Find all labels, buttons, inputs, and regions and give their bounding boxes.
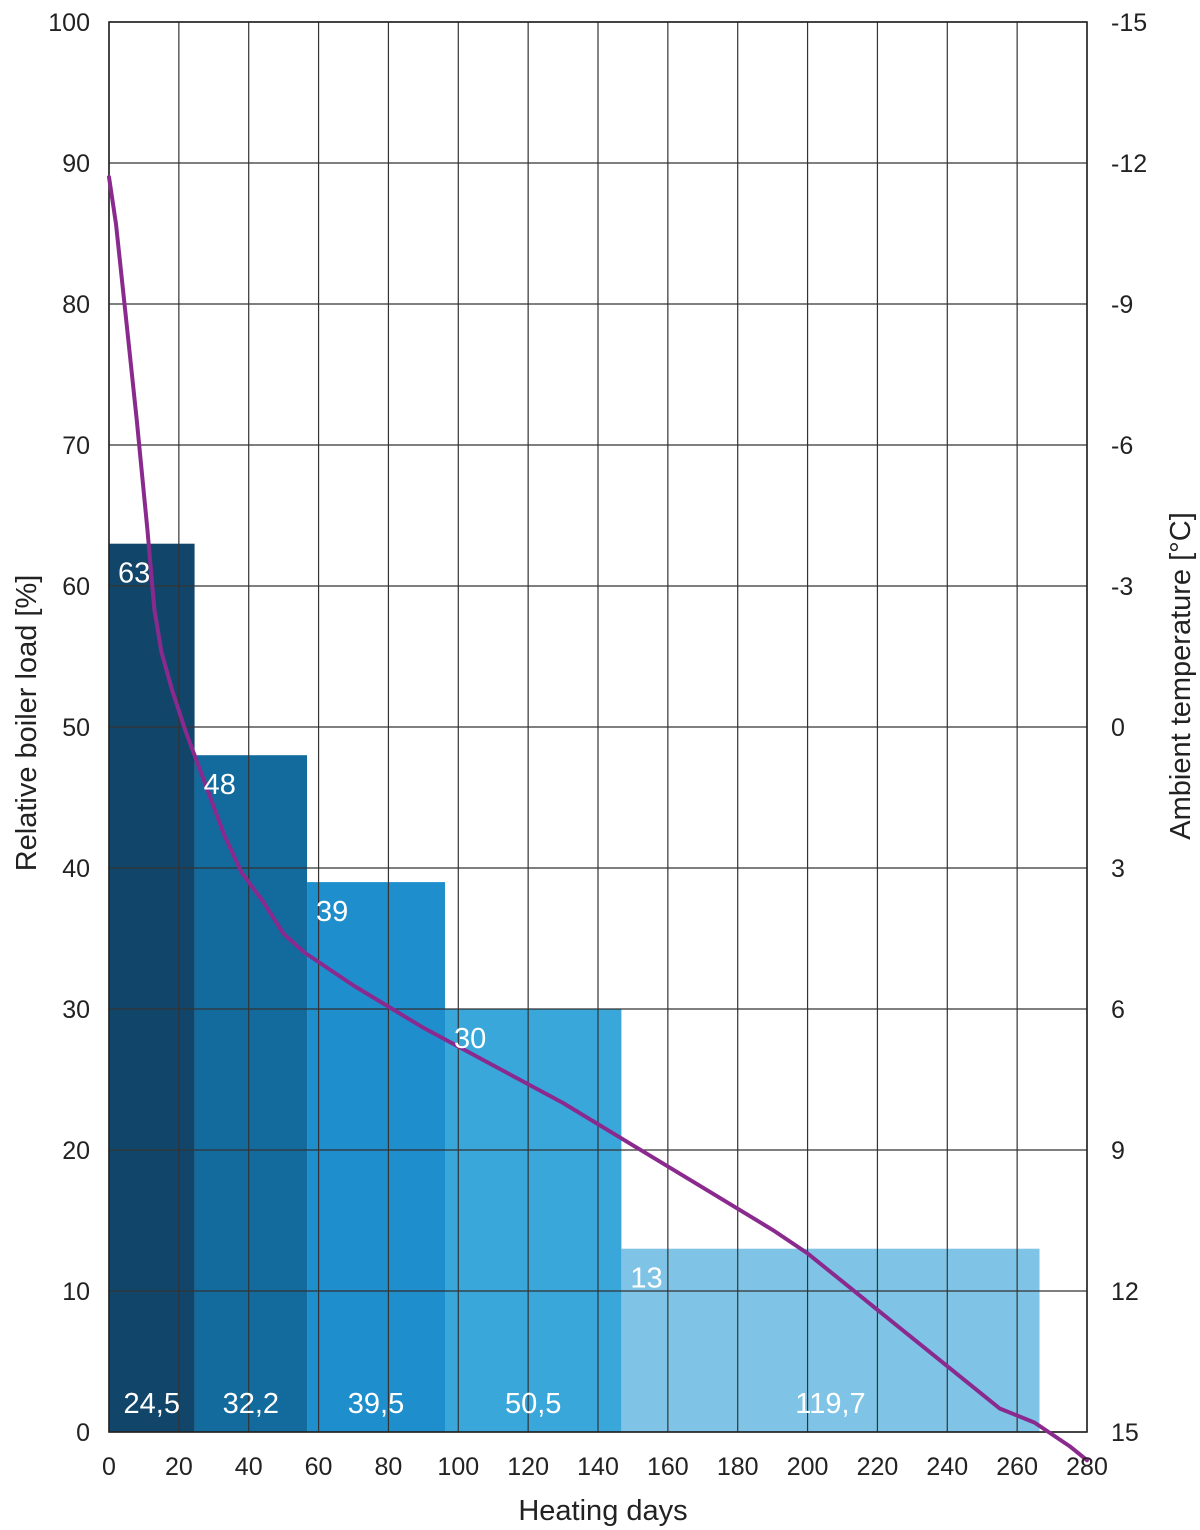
bar-2 [307,882,446,1432]
y2-tick-label: 12 [1111,1278,1139,1306]
x-tick-label: 240 [926,1453,968,1481]
y2-tick-label: -3 [1111,573,1133,601]
x-tick-label: 140 [577,1453,619,1481]
line-layer [107,175,1089,1463]
ticks-layer: 0 20 40 60 80 100 120 140 160 180 200 220 240 260 2800… [48,9,1147,1481]
y2-tick-label: -6 [1111,432,1133,460]
temperature-line [107,175,1089,1463]
x-tick-label: 20 [165,1453,193,1481]
x-tick-label: 160 [647,1453,689,1481]
x-tick-label: 100 [437,1453,479,1481]
x-tick-label: 180 [717,1453,759,1481]
y-axis-title: Relative boiler load [%] [11,575,43,872]
bar-value-label: 30 [454,1023,486,1055]
plot-frame [108,21,1088,1433]
y-tick-label: 0 [76,1419,90,1447]
y2-tick-label: -12 [1111,150,1147,178]
bar-3 [445,1009,622,1432]
x-tick-label: 60 [305,1453,333,1481]
y-tick-label: 30 [62,996,90,1024]
y-tick-label: 90 [62,150,90,178]
y-tick-label: 60 [62,573,90,601]
x-tick-label: 200 [787,1453,829,1481]
y2-tick-label: -15 [1111,9,1147,37]
y-tick-label: 70 [62,432,90,460]
bar-width-label: 24,5 [124,1388,180,1420]
bar-4 [621,1248,1040,1432]
bar-width-label: 50,5 [505,1388,561,1420]
y2-tick-label: 15 [1111,1419,1139,1447]
x-tick-label: 40 [235,1453,263,1481]
x-tick-label: 0 [102,1453,116,1481]
bar-value-label: 39 [316,896,348,928]
bar-value-label: 13 [630,1263,662,1295]
y-tick-label: 100 [48,9,90,37]
y2-tick-label: 3 [1111,855,1125,883]
x-tick-label: 260 [996,1453,1038,1481]
bar-0 [109,543,195,1432]
y-tick-label: 10 [62,1278,90,1306]
bar-width-label: 32,2 [223,1388,279,1420]
y-tick-label: 80 [62,291,90,319]
x-tick-label: 120 [507,1453,549,1481]
bar-width-label: 39,5 [348,1388,404,1420]
x-tick-label: 80 [375,1453,403,1481]
x-tick-label: 280 [1066,1453,1108,1481]
y-tick-label: 50 [62,714,90,742]
labels-layer: 63 24,5 48 32,2 39 39,5 30 50,5 13 119,7 [118,558,866,1420]
bar-value-label: 48 [204,769,236,801]
y2-tick-label: -9 [1111,291,1133,319]
bar-width-label: 119,7 [795,1388,865,1420]
grid-layer [108,21,1088,1433]
x-axis-title: Heating days [518,1495,687,1527]
bar-1 [194,755,308,1432]
y2-tick-label: 0 [1111,714,1125,742]
y2-tick-label: 6 [1111,996,1125,1024]
y-tick-label: 20 [62,1137,90,1165]
x-tick-label: 220 [857,1453,899,1481]
y-tick-label: 40 [62,855,90,883]
y2-axis-title: Ambient temperature [°C] [1165,512,1197,840]
y2-tick-label: 9 [1111,1137,1125,1165]
bar-value-label: 63 [118,558,150,590]
